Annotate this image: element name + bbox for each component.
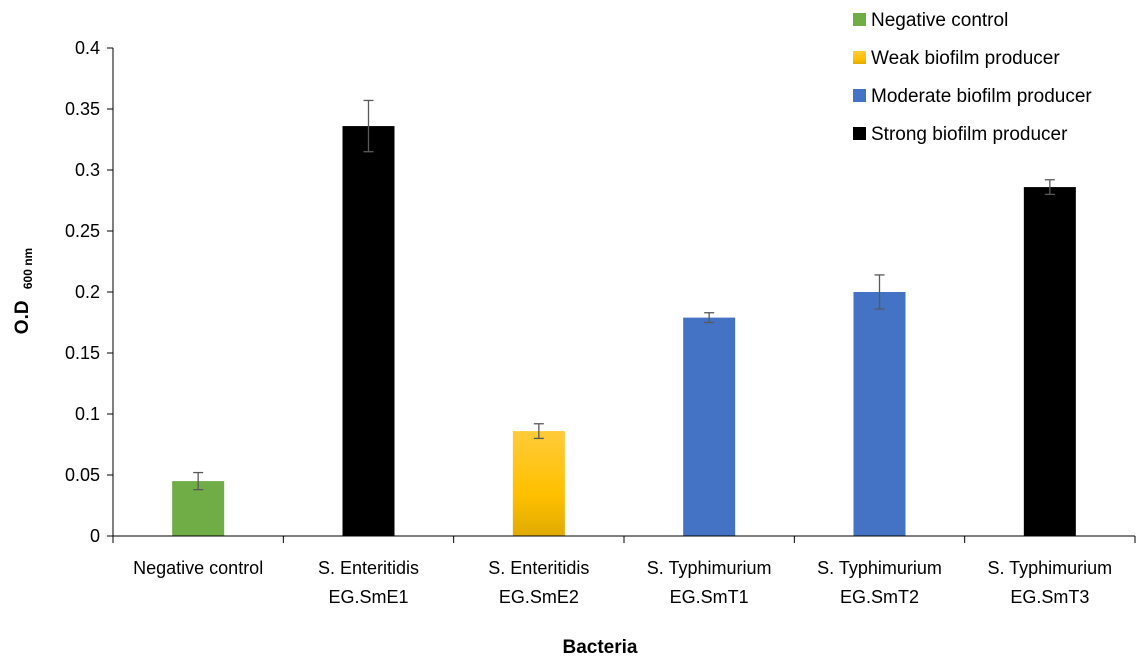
y-tick-label: 0.15	[65, 343, 100, 363]
x-category-label: EG.SmT3	[1010, 587, 1089, 607]
x-category-label: EG.SmT2	[840, 587, 919, 607]
legend: Negative control Weak biofilm producer Mod…	[853, 10, 1092, 145]
legend-swatch	[853, 51, 866, 64]
x-axis-title: Bacteria	[563, 637, 638, 658]
x-category-label: EG.SmE1	[328, 587, 408, 607]
legend-label: Weak biofilm producer	[871, 48, 1060, 69]
bar	[853, 292, 906, 536]
x-axis: Negative control S. Enteritidis EG.SmE1 S. …	[112, 535, 1136, 607]
x-category-label: S. Enteritidis	[488, 558, 589, 578]
x-category-label: S. Enteritidis	[318, 558, 419, 578]
y-axis: 0 0.05 0.1 0.15 0.2 0.25 0.3 0.35 0.4	[65, 38, 114, 546]
x-category-label: EG.SmT1	[670, 587, 749, 607]
legend-label: Strong biofilm producer	[871, 124, 1068, 145]
y-tick-label: 0.1	[75, 404, 100, 424]
y-axis-title-sub: 600 nm	[21, 248, 35, 289]
y-tick-label: 0.4	[75, 38, 100, 58]
bar	[512, 431, 565, 536]
y-tick-label: 0.35	[65, 99, 100, 119]
legend-label: Moderate biofilm producer	[871, 86, 1092, 107]
legend-swatch	[853, 127, 866, 140]
bar	[342, 126, 395, 536]
bar	[1023, 187, 1076, 536]
y-axis-title-main: O.D	[12, 300, 33, 334]
y-tick-label: 0.25	[65, 221, 100, 241]
y-tick-label: 0.05	[65, 465, 100, 485]
bar	[683, 317, 736, 536]
legend-label: Negative control	[871, 10, 1008, 31]
y-tick-label: 0.3	[75, 160, 100, 180]
x-category-label: S. Typhimurium	[647, 558, 772, 578]
y-axis-title: O.D 600 nm	[12, 248, 35, 334]
y-tick-label: 0.2	[75, 282, 100, 302]
x-category-label: EG.SmE2	[499, 587, 579, 607]
legend-swatch	[853, 13, 866, 26]
bars	[172, 99, 1076, 536]
x-category-label: S. Typhimurium	[987, 558, 1112, 578]
x-category-label: Negative control	[133, 558, 263, 578]
legend-swatch	[853, 89, 866, 102]
x-category-label: S. Typhimurium	[817, 558, 942, 578]
y-tick-label: 0	[90, 526, 100, 546]
